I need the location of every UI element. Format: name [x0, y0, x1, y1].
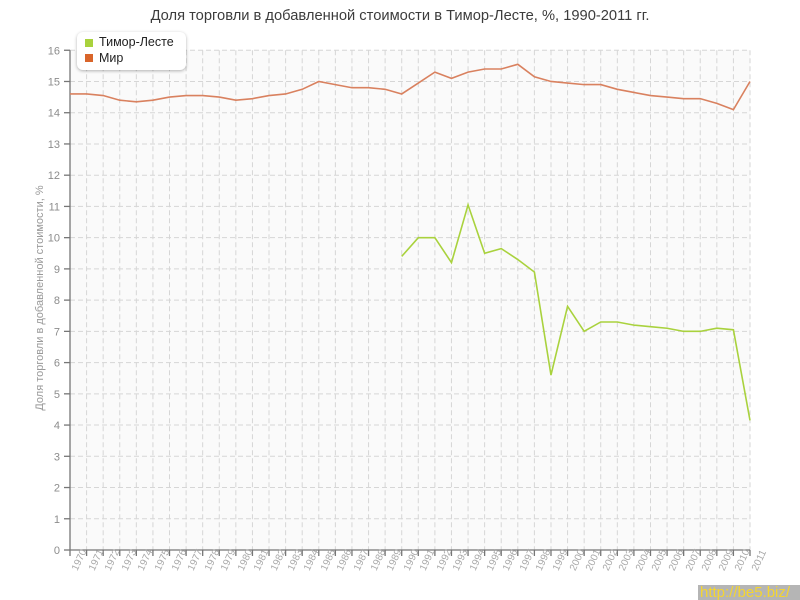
svg-text:10: 10	[48, 233, 60, 245]
svg-text:11: 11	[49, 201, 60, 213]
svg-text:16: 16	[48, 45, 60, 57]
svg-text:8: 8	[54, 295, 60, 307]
svg-text:1: 1	[54, 514, 60, 526]
svg-text:12: 12	[48, 170, 60, 182]
svg-text:7: 7	[54, 326, 60, 338]
svg-text:4: 4	[54, 420, 60, 432]
svg-text:14: 14	[48, 108, 60, 120]
svg-text:3: 3	[54, 451, 60, 463]
svg-text:6: 6	[54, 358, 60, 370]
svg-text:15: 15	[48, 76, 60, 88]
svg-text:13: 13	[48, 139, 60, 151]
svg-text:0: 0	[54, 545, 60, 557]
svg-text:9: 9	[54, 264, 60, 276]
svg-text:5: 5	[54, 389, 60, 401]
svg-text:2: 2	[54, 483, 60, 495]
